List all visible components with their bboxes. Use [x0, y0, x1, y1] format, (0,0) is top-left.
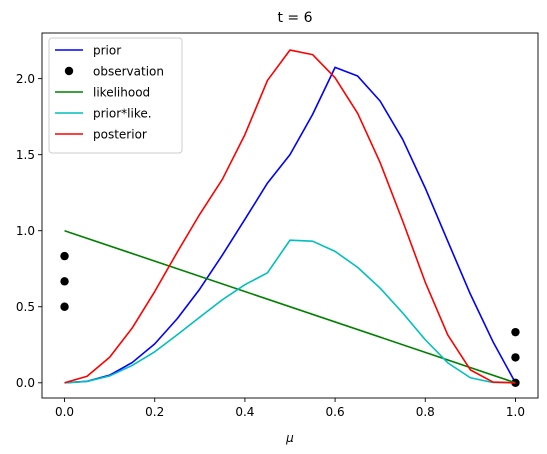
- legend-swatch: [64, 66, 74, 76]
- legend-label: likelihood: [93, 85, 150, 99]
- legend-label: prior: [93, 43, 121, 57]
- legend-label: prior*like.: [93, 106, 152, 120]
- y-tick-label: 0.0: [16, 376, 35, 390]
- x-tick-label: 0.8: [416, 405, 435, 419]
- x-tick-label: 0.6: [326, 405, 345, 419]
- y-tick-label: 1.0: [16, 224, 35, 238]
- legend-label: observation: [93, 64, 164, 78]
- y-tick-label: 2.0: [16, 72, 35, 86]
- observation-point: [60, 277, 69, 286]
- x-axis-label: μ: [285, 431, 294, 445]
- observation-point: [60, 251, 69, 261]
- series-line-likelihood: [64, 229, 516, 384]
- plot-area: [41, 32, 539, 399]
- series-line-posterior: [64, 49, 516, 384]
- legend-box: [48, 37, 183, 154]
- series-line-prior-like: [64, 239, 516, 384]
- x-tick-label: 0.0: [55, 405, 74, 419]
- y-tick-label: 1.5: [16, 148, 35, 162]
- observation-point: [511, 327, 520, 337]
- series-line-prior: [64, 66, 517, 384]
- observation-point: [511, 378, 520, 387]
- chart-title: t = 6: [277, 10, 312, 26]
- x-axis: 0.0 0.2 0.4 0.6 0.8 1.0: [55, 398, 525, 419]
- x-tick-label: 1.0: [506, 405, 525, 419]
- x-tick-label: 0.2: [145, 405, 164, 419]
- plot-frame: [41, 32, 539, 399]
- legend-label: posterior: [93, 127, 147, 141]
- observation-point: [511, 353, 520, 362]
- y-tick-label: 0.5: [16, 300, 35, 314]
- legend: prior observation likelihood prior*like. pos…: [48, 37, 183, 154]
- observation-point: [60, 302, 69, 311]
- x-tick-label: 0.4: [235, 405, 254, 419]
- y-axis: 0.0 0.5 1.0 1.5 2.0: [16, 72, 42, 390]
